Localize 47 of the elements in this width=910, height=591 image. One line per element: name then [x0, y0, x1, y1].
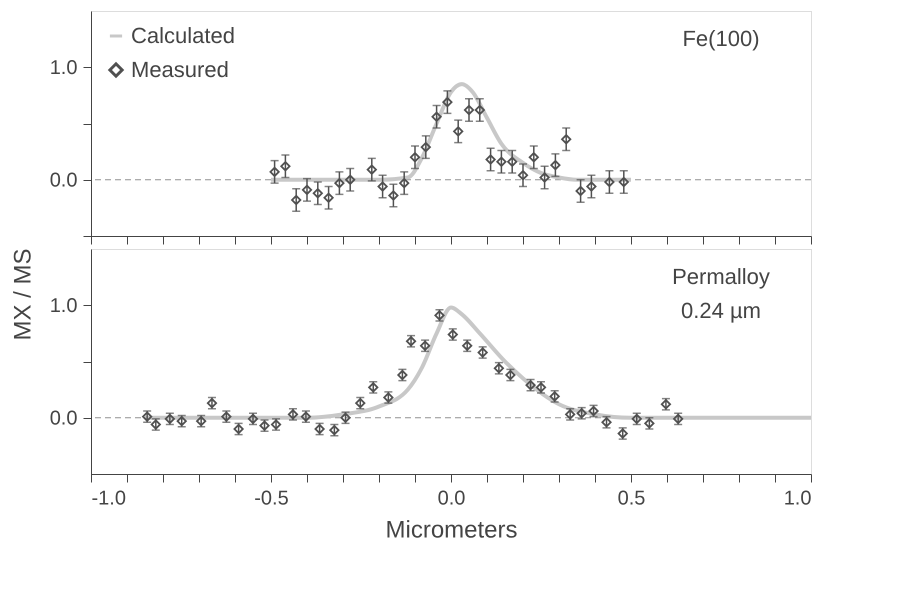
- point: [442, 97, 452, 108]
- point: [366, 164, 377, 175]
- point: [507, 156, 518, 167]
- point: [432, 112, 442, 122]
- y-tick-label: 0.0: [50, 169, 78, 192]
- x-tick-label: 0.5: [618, 488, 646, 510]
- point: [540, 172, 550, 183]
- point: [474, 104, 485, 116]
- point: [464, 104, 474, 116]
- point: [528, 152, 539, 162]
- point: [561, 134, 572, 144]
- y-axis-title: MX / MS: [10, 248, 37, 341]
- point: [345, 174, 356, 185]
- x-tick-label: -0.5: [254, 488, 289, 510]
- point: [586, 181, 596, 192]
- point: [518, 170, 528, 180]
- point: [291, 194, 302, 206]
- annotation: Fe(100): [682, 26, 760, 51]
- legend-label: Calculated: [131, 23, 235, 48]
- annotation: Permalloy: [672, 264, 770, 289]
- x-tick-label: 0.0: [438, 488, 466, 510]
- point: [388, 190, 398, 201]
- point: [399, 178, 410, 188]
- point: [324, 192, 334, 203]
- point: [496, 156, 506, 167]
- x-tick-label: 1.0: [784, 488, 812, 510]
- x-tick-label: -1.0: [92, 488, 126, 510]
- point: [334, 178, 344, 188]
- y-tick-label: 1.0: [50, 294, 78, 317]
- point: [604, 176, 614, 188]
- point: [270, 166, 280, 177]
- point: [410, 152, 420, 162]
- point: [550, 160, 560, 170]
- point: [486, 154, 496, 165]
- point: [312, 188, 323, 198]
- y-tick-label: 1.0: [50, 56, 78, 79]
- annotation: 0.24 µm: [681, 298, 761, 323]
- point: [576, 186, 586, 196]
- point: [378, 181, 388, 192]
- point: [280, 161, 290, 172]
- point: [453, 126, 464, 136]
- point: [420, 142, 431, 152]
- y-tick-label: 0.0: [50, 407, 78, 430]
- x-axis-title: Micrometers: [385, 516, 518, 544]
- legend-label: Measured: [131, 57, 229, 82]
- point: [618, 176, 629, 188]
- point: [302, 184, 312, 195]
